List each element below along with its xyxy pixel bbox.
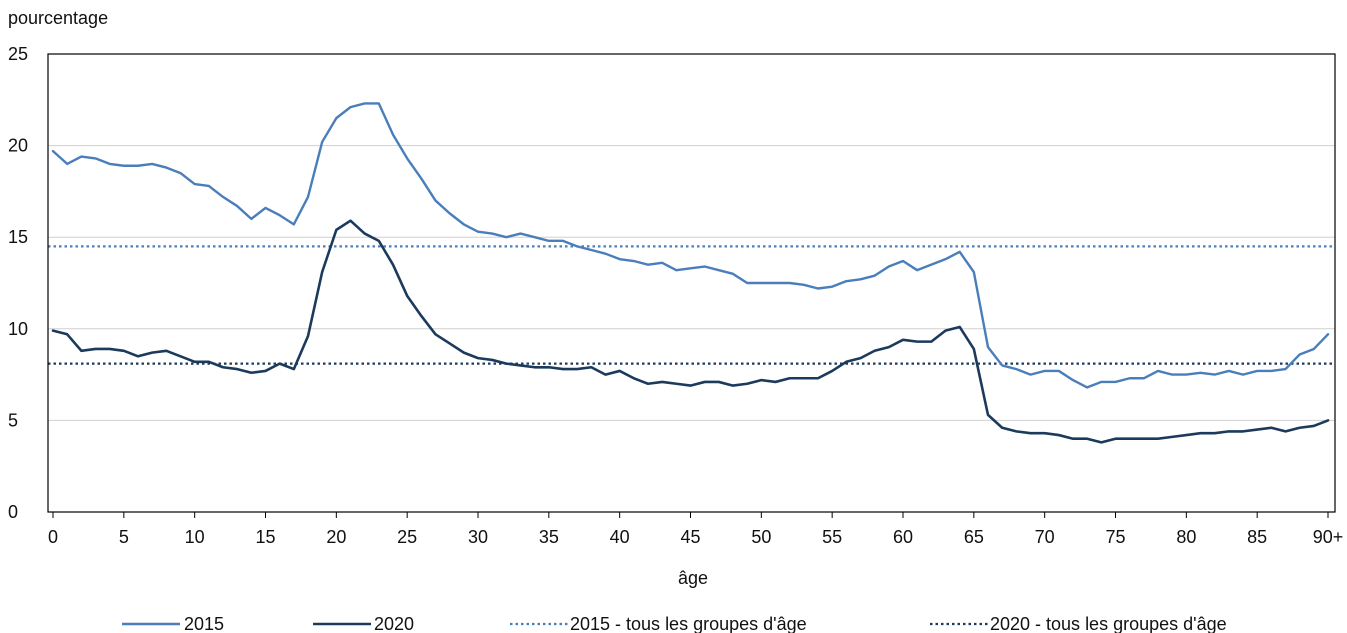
x-tick-label: 55 bbox=[822, 527, 842, 547]
x-tick-label: 45 bbox=[680, 527, 700, 547]
x-tick-label: 10 bbox=[185, 527, 205, 547]
legend: 2015 2020 2015 - tous les groupes d'âge 202… bbox=[122, 614, 1227, 633]
x-tick-label: 75 bbox=[1105, 527, 1125, 547]
y-axis-title: pourcentage bbox=[8, 8, 108, 28]
grid-lines bbox=[48, 145, 1335, 421]
y-tick-label: 0 bbox=[8, 502, 18, 522]
x-axis-ticks: 0 5 10 15 20 25 30 35 40 45 50 55 60 65 70 75 80 85 90+ bbox=[48, 512, 1343, 547]
x-axis-title: âge bbox=[678, 568, 708, 588]
x-tick-label: 25 bbox=[397, 527, 417, 547]
x-tick-label: 35 bbox=[539, 527, 559, 547]
series-line-2020 bbox=[51, 219, 1330, 444]
x-tick-label: 40 bbox=[610, 527, 630, 547]
legend-item: 2020 - tous les groupes d'âge bbox=[930, 614, 1227, 633]
x-tick-label: 30 bbox=[468, 527, 488, 547]
x-tick-label: 70 bbox=[1035, 527, 1055, 547]
legend-item: 2015 - tous les groupes d'âge bbox=[510, 614, 807, 633]
y-tick-label: 20 bbox=[8, 136, 28, 156]
y-tick-label: 15 bbox=[8, 227, 28, 247]
y-tick-label: 5 bbox=[8, 410, 18, 430]
x-tick-label: 15 bbox=[255, 527, 275, 547]
x-tick-label: 80 bbox=[1176, 527, 1196, 547]
x-tick-label: 60 bbox=[893, 527, 913, 547]
y-tick-label: 10 bbox=[8, 319, 28, 339]
legend-label: 2020 bbox=[374, 614, 414, 633]
reference-lines bbox=[48, 245, 1335, 365]
legend-item: 2015 bbox=[122, 614, 224, 633]
plot-area-border bbox=[47, 53, 1336, 513]
legend-label: 2015 - tous les groupes d'âge bbox=[570, 614, 807, 633]
x-tick-label: 20 bbox=[326, 527, 346, 547]
x-tick-label: 85 bbox=[1247, 527, 1267, 547]
series-lines bbox=[51, 102, 1330, 444]
x-tick-label: 90+ bbox=[1313, 527, 1344, 547]
x-tick-label: 65 bbox=[964, 527, 984, 547]
legend-label: 2020 - tous les groupes d'âge bbox=[990, 614, 1227, 633]
legend-label: 2015 bbox=[184, 614, 224, 633]
x-tick-label: 0 bbox=[48, 527, 58, 547]
y-axis-ticks: 0 5 10 15 20 25 bbox=[8, 44, 28, 522]
series-line-2015 bbox=[51, 102, 1330, 389]
y-tick-label: 25 bbox=[8, 44, 28, 64]
legend-item: 2020 bbox=[313, 614, 414, 633]
x-tick-label: 50 bbox=[751, 527, 771, 547]
x-tick-label: 5 bbox=[119, 527, 129, 547]
